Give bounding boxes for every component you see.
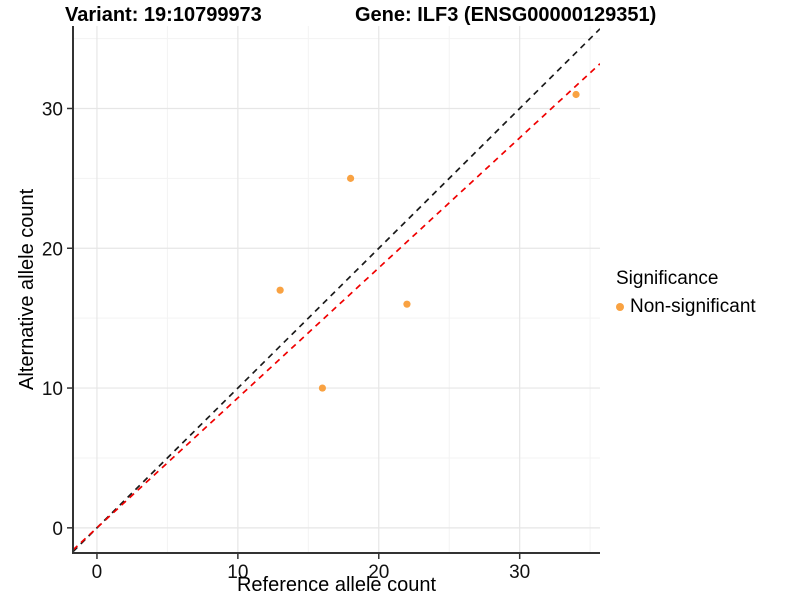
legend-point-icon [616,303,624,311]
legend-title: Significance [616,268,719,289]
y-axis-title: Alternative allele count [16,188,38,391]
y-tick-label: 0 [52,519,63,540]
legend-item: Non-significant [616,296,756,318]
gene-title: Gene: ILF3 (ENSG00000129351) [355,4,657,26]
y-tick-label: 30 [42,99,63,120]
y-tick-label: 20 [42,239,63,260]
identity-dashed-line [73,28,600,553]
data-point [403,300,411,308]
expected-ratio-dashed-line [73,63,600,551]
x-tick-label: 0 [92,562,103,583]
x-axis-title: Reference allele count [236,574,436,596]
y-tick-label: 10 [42,379,63,400]
data-point [572,90,580,99]
x-tick-label: 30 [509,562,530,583]
x-tick-label: 10 [227,562,248,583]
variant-title: Variant: 19:10799973 [65,4,262,26]
legend-item-label: Non-significant [630,296,756,317]
data-point [276,286,284,294]
data-point [346,174,355,182]
legend: Significance Non-significant [616,268,756,318]
data-point [318,384,327,392]
x-tick-label: 20 [368,562,389,583]
